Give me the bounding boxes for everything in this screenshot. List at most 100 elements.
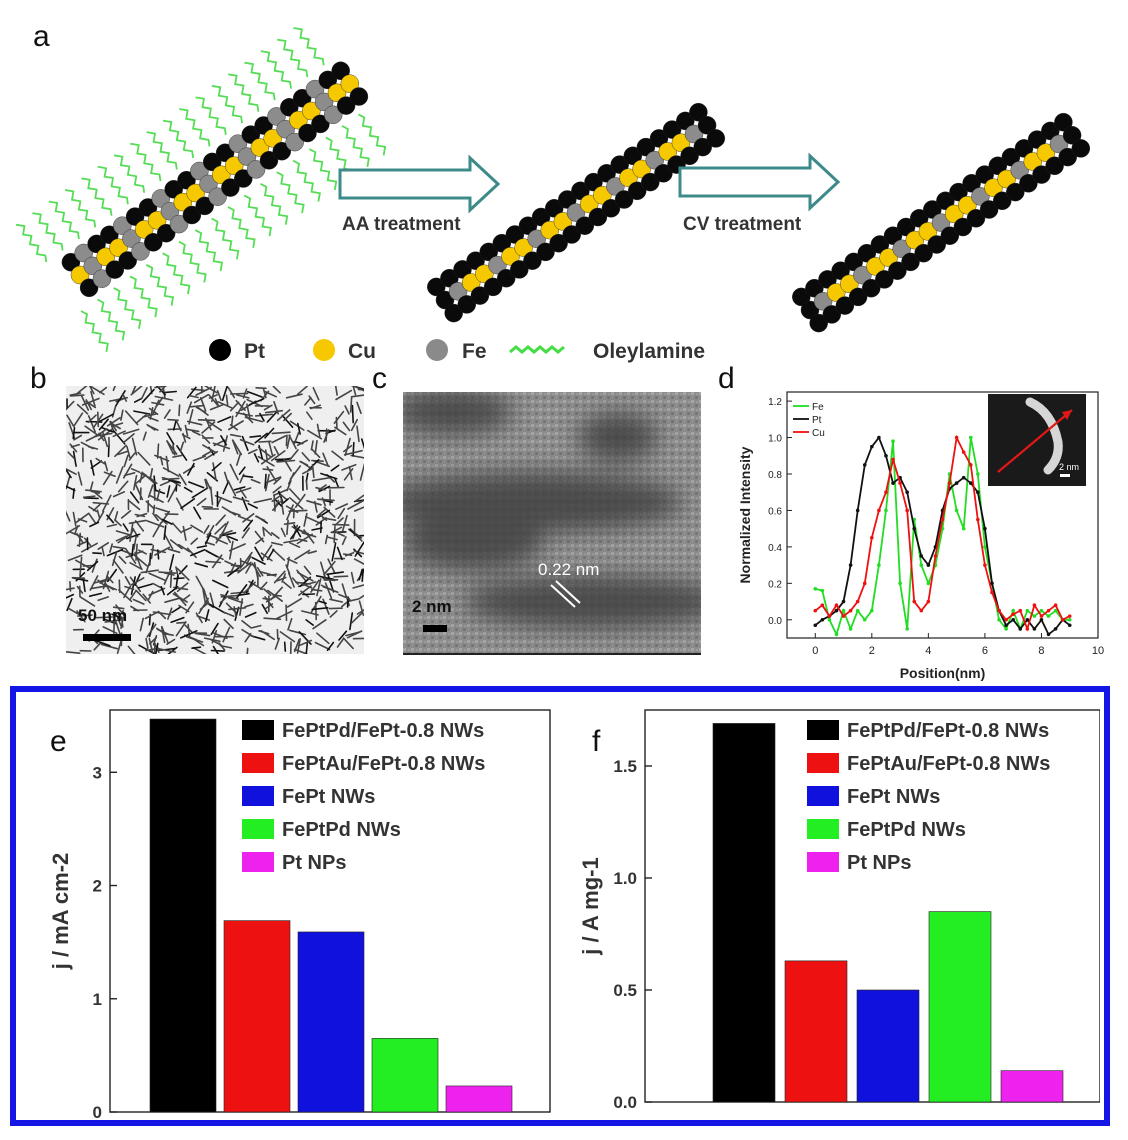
atom-cu	[540, 220, 559, 240]
nanowire-rod	[314, 439, 318, 455]
nanowire-rod	[286, 434, 291, 449]
ligand-chain	[178, 240, 207, 283]
atom-pt	[466, 251, 485, 270]
nanowire-rod	[354, 541, 364, 557]
nanowire-rod	[242, 475, 254, 478]
nanowire-rod	[285, 505, 299, 514]
atom-pt	[597, 164, 616, 183]
nanowire-rod	[208, 394, 219, 406]
nanowire-rod	[128, 519, 147, 525]
nanowire-rod	[128, 452, 136, 461]
nanowire-rod	[161, 518, 173, 525]
nanowire-rod	[222, 626, 231, 643]
nanowire-rod	[227, 479, 237, 497]
chart-f-legend-swatch	[807, 819, 839, 839]
nanowire-rod	[263, 404, 273, 411]
chart-d-inset-arrowhead	[1062, 410, 1072, 420]
nanowire-rod	[264, 409, 284, 414]
nanowire-rod	[239, 598, 244, 616]
atom-pt	[1054, 112, 1073, 132]
chart-d-point-cu	[1067, 614, 1072, 618]
nanowire-rod	[170, 616, 185, 624]
chart-d-ytick-label: 1.0	[768, 434, 782, 445]
ligand-chain	[145, 264, 175, 306]
atom-fe	[324, 105, 343, 125]
nanowire-rod	[350, 418, 359, 432]
ligand-chain	[195, 96, 227, 135]
nanowire-rod	[166, 439, 174, 455]
atom-pt	[805, 279, 824, 298]
chart-f-ylabel: j / A mg-1	[578, 857, 603, 955]
chart-d-point-fe	[862, 617, 867, 622]
atom-pt	[182, 205, 202, 225]
chart-d-point-fe	[905, 627, 909, 631]
nanowire-rod	[124, 410, 139, 426]
nanowire-rod	[305, 480, 308, 490]
nanowire-rod	[358, 568, 363, 581]
atom-pt	[1006, 182, 1025, 202]
nanowire-rod	[303, 565, 312, 575]
nanowire-rod	[66, 485, 76, 492]
nanowire-rod	[247, 448, 258, 455]
nanowire-rod	[105, 583, 115, 591]
nanowire-rod	[182, 594, 191, 602]
chart-d-point-cu	[919, 608, 924, 613]
chart-d-point-pt	[1032, 627, 1037, 631]
chart-d-point-pt	[1011, 617, 1015, 622]
chart-e-legend-swatch	[242, 819, 274, 839]
atom-cu	[173, 192, 193, 212]
nanowire-rod	[228, 510, 241, 516]
nanowire-rod	[281, 414, 294, 429]
nanowire-rod	[283, 539, 299, 544]
chart-d-point-cu	[947, 481, 952, 485]
atom-pt	[293, 88, 312, 108]
nanowire-rod	[149, 386, 153, 395]
nanowire-rod	[66, 651, 81, 654]
nanowire-rod	[76, 610, 86, 623]
atom-pt	[927, 235, 946, 254]
chart-d-point-pt	[926, 563, 931, 567]
nanowire-rod	[185, 428, 200, 433]
nanowire-rod	[260, 630, 275, 641]
chart-f-legend-label: FePtAu/FePt-0.8 NWs	[847, 753, 1050, 775]
nanowire-rod	[145, 637, 149, 650]
atom-cu	[250, 138, 270, 157]
atom-cu	[632, 159, 651, 179]
atom-cu	[70, 265, 90, 285]
atom-fe	[684, 124, 704, 144]
chart-e-legend-swatch	[242, 786, 274, 806]
nanowire-rod	[71, 576, 86, 580]
atom-pt	[822, 305, 841, 324]
nanowire-rod	[145, 561, 151, 574]
nanowire-rod	[227, 386, 236, 399]
chart-d-inset-arrow	[997, 409, 1073, 473]
chart-d-point-cu	[968, 463, 973, 467]
nanowire-rod	[95, 457, 106, 465]
nanowire-rod	[229, 463, 239, 481]
nanowire-rod	[175, 574, 179, 590]
nanowire-rod	[148, 572, 167, 582]
atom-pt	[901, 252, 920, 272]
nanowire-rod	[356, 401, 362, 415]
nanowire-rod	[100, 643, 119, 650]
nanowire-rod	[75, 572, 86, 582]
nanowire-rod	[88, 386, 95, 395]
chart-f-bar-5	[1000, 1070, 1064, 1103]
chart-d-point-cu	[1039, 614, 1044, 618]
nanowire-rod	[344, 552, 355, 557]
atom-pt	[457, 295, 476, 314]
atom-fe	[237, 147, 257, 166]
nanowire-rod	[297, 571, 314, 582]
atom-fe	[645, 150, 664, 170]
atom-pt	[910, 209, 929, 228]
chart-e-bar-3	[297, 931, 365, 1113]
nanowire-rod	[131, 386, 137, 394]
atom-pt	[100, 225, 119, 245]
nanowire-rod	[154, 454, 170, 462]
nanowire-rod	[164, 597, 181, 603]
nanowire-rod	[165, 455, 170, 473]
chart-e-legend-label: Pt NPs	[282, 852, 346, 874]
nanowire-rod	[261, 544, 273, 561]
nanowire-rod	[288, 629, 306, 636]
nanowire-rod	[235, 399, 246, 412]
